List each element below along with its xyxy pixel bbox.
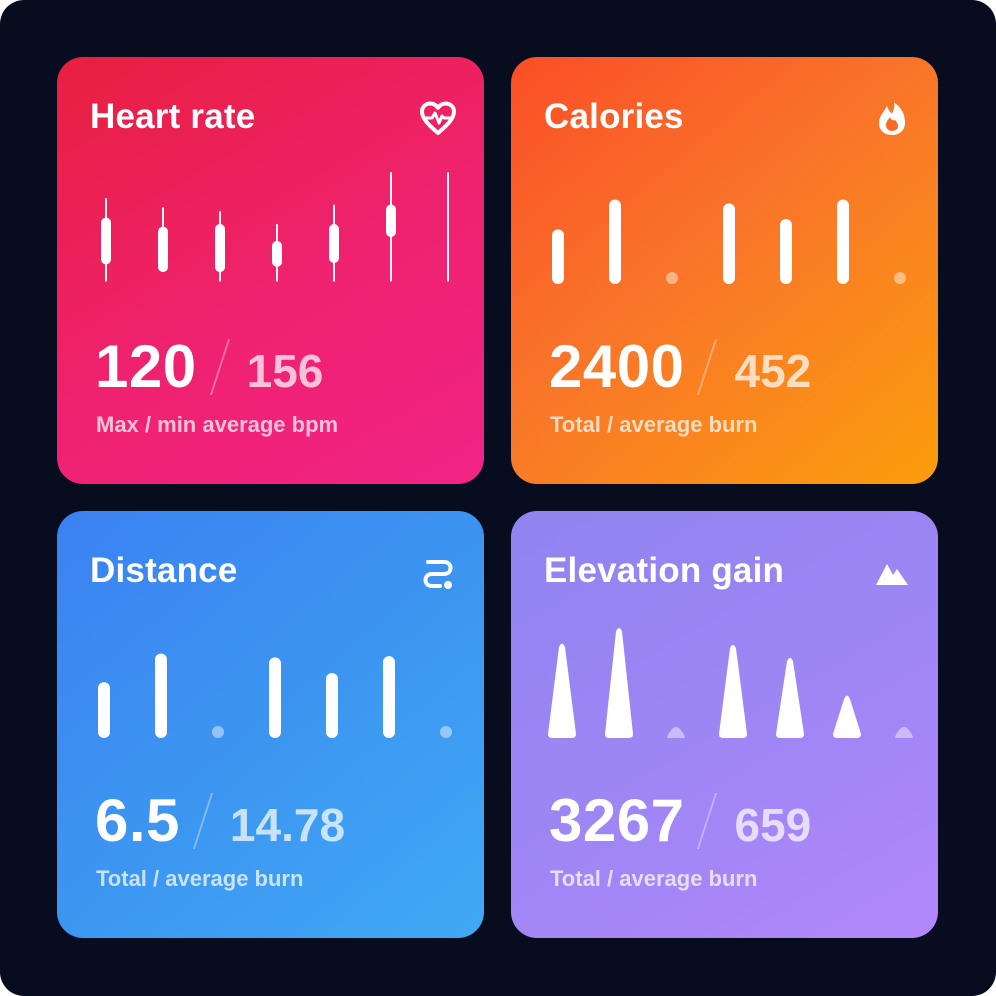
heart-rate-card[interactable]: Heart rate 120 156 Max / min average bpm	[57, 57, 484, 484]
elevation-spike	[605, 628, 633, 738]
empty-bar-dot	[894, 272, 906, 284]
heart-rate-chart	[90, 172, 452, 302]
empty-spike-marker	[667, 727, 685, 738]
average-calories-value: 452	[734, 345, 812, 397]
empty-bar-dot	[666, 272, 678, 284]
route-icon	[420, 555, 456, 591]
total-elevation-value: 3267	[549, 787, 685, 854]
average-elevation-value: 659	[734, 799, 812, 851]
card-title: Calories	[544, 97, 684, 136]
elevation-gain-card[interactable]: Elevation gain 3267 659 Total / average …	[511, 511, 938, 938]
elevation-spike	[776, 657, 804, 738]
range-box	[158, 226, 168, 273]
flame-icon	[874, 101, 910, 137]
card-title: Distance	[90, 551, 238, 590]
stats: 120 156	[95, 332, 323, 402]
bar	[552, 229, 564, 284]
range-box	[272, 240, 282, 267]
stat-label: Total / average burn	[96, 866, 304, 891]
stats: 3267 659	[549, 786, 811, 856]
bar	[155, 653, 167, 738]
separator	[209, 339, 230, 395]
empty-bar-dot	[212, 726, 224, 738]
bar	[780, 219, 792, 284]
bar	[269, 657, 281, 738]
bar	[837, 199, 849, 284]
average-distance-value: 14.78	[229, 799, 346, 851]
elevation-chart	[544, 626, 913, 756]
min-bpm-value: 156	[246, 345, 324, 397]
distance-card[interactable]: Distance 6.5 14.78 Total / average burn	[57, 511, 484, 938]
stats: 6.5 14.78	[95, 786, 345, 856]
stat-label: Total / average burn	[550, 412, 758, 437]
heart-pulse-icon	[420, 101, 456, 137]
empty-spike-marker	[895, 727, 913, 738]
calories-card[interactable]: Calories 2400 452 Total / average burn	[511, 57, 938, 484]
distance-chart	[90, 626, 452, 756]
bar	[98, 682, 110, 738]
stat-label: Max / min average bpm	[96, 412, 339, 437]
separator	[697, 793, 718, 849]
empty-bar-dot	[440, 726, 452, 738]
card-title: Elevation gain	[544, 551, 785, 590]
stats: 2400 452	[549, 332, 811, 402]
elevation-spike	[833, 695, 861, 738]
elevation-spike	[548, 643, 576, 738]
mountain-icon	[874, 555, 910, 591]
card-title: Heart rate	[90, 97, 256, 136]
calories-chart	[544, 172, 906, 302]
bar	[383, 656, 395, 738]
total-calories-value: 2400	[549, 333, 685, 400]
range-box	[215, 224, 225, 273]
range-box	[329, 224, 339, 263]
bar	[326, 673, 338, 738]
separator	[697, 339, 718, 395]
elevation-spike	[719, 644, 747, 738]
range-box	[386, 204, 396, 237]
bar	[609, 199, 621, 284]
range-box	[101, 217, 111, 265]
max-bpm-value: 120	[95, 333, 197, 400]
total-distance-value: 6.5	[95, 787, 180, 854]
bar	[723, 203, 735, 284]
stat-label: Total / average burn	[550, 866, 758, 891]
separator	[192, 793, 214, 849]
